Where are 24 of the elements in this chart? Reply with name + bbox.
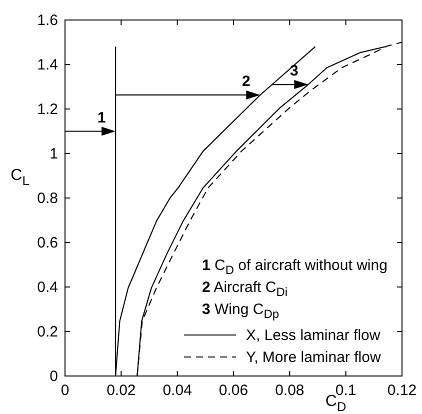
y-tick-label: 1.2: [37, 101, 58, 118]
x-tick-label: 0.1: [335, 382, 356, 399]
annotation: 1 C$_{D}$ of aircraft without wing: [202, 257, 388, 278]
y-tick-label: 0.8: [37, 190, 58, 207]
x-tick-label: 0: [60, 382, 70, 399]
x-tick-label: 0.02: [106, 382, 136, 399]
y-axis-title: C$_{L}$: [10, 167, 30, 188]
x-tick-label: 0.06: [218, 382, 248, 399]
annotation: 3 Wing C$_{Dp}$: [202, 301, 280, 322]
y-tick-label: 1.6: [37, 12, 58, 29]
legend-label: Y, More laminar flow: [246, 349, 381, 366]
annotation: 2: [242, 72, 250, 90]
y-tick-label: 1: [50, 146, 58, 162]
annotation: 1: [97, 109, 106, 126]
y-tick-label: 1.4: [37, 56, 58, 74]
x-tick-label: 0.08: [275, 382, 304, 399]
y-tick-label: 0: [50, 368, 58, 385]
y-tick-label: 0.2: [37, 324, 58, 340]
annotation: 2 Aircraft C$_{Di}$: [202, 279, 288, 300]
y-tick-label: 0.4: [37, 279, 58, 296]
x-tick-label: 0.04: [162, 382, 192, 399]
x-tick-label: 0.12: [387, 382, 417, 399]
y-tick-label: 0.6: [37, 234, 58, 252]
legend-label: X, Less laminar flow: [246, 327, 380, 344]
